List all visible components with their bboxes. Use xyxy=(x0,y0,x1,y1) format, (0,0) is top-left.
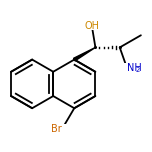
FancyBboxPatch shape xyxy=(122,63,139,73)
FancyBboxPatch shape xyxy=(53,124,66,134)
Text: Br: Br xyxy=(51,124,62,134)
Text: NH: NH xyxy=(127,63,142,73)
Text: OH: OH xyxy=(84,21,99,31)
Text: 2: 2 xyxy=(135,67,140,73)
FancyBboxPatch shape xyxy=(85,21,98,30)
Polygon shape xyxy=(74,47,95,61)
